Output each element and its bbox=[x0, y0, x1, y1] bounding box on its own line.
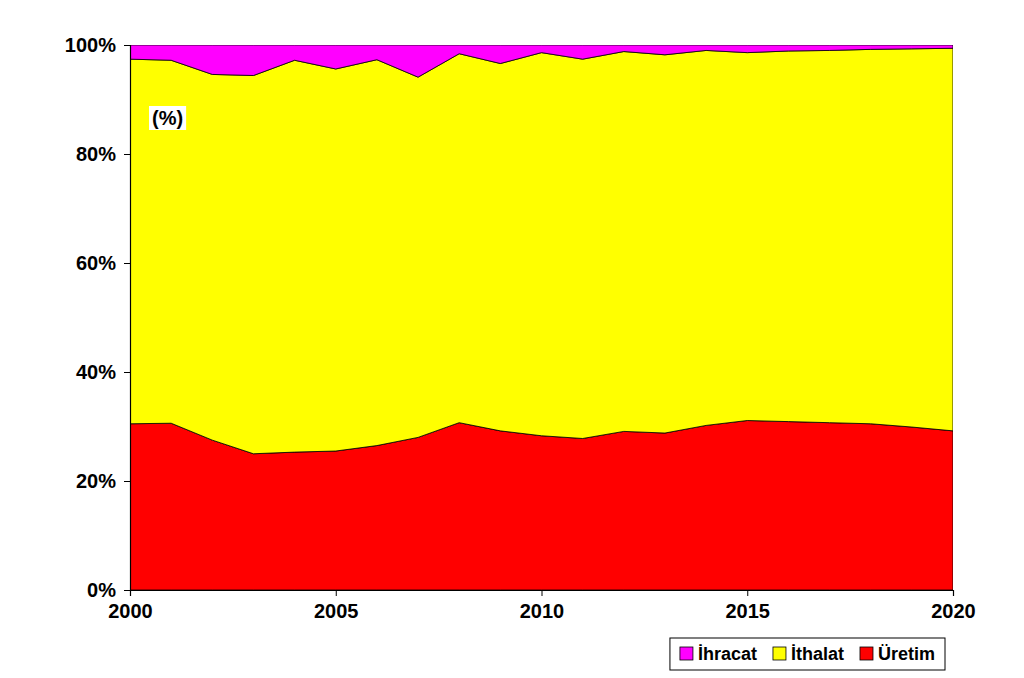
annotation-background bbox=[149, 106, 186, 130]
legend-swatch bbox=[860, 647, 873, 660]
y-axis-line bbox=[124, 46, 131, 591]
y-tick-label: 0% bbox=[87, 579, 116, 601]
annotation: (%) bbox=[149, 106, 186, 130]
x-tick-mark bbox=[542, 590, 543, 596]
y-tick-label: 80% bbox=[76, 143, 116, 165]
y-tick-label: 60% bbox=[76, 252, 116, 274]
legend-item: Üretim bbox=[860, 644, 935, 664]
legend-label: İhracat bbox=[698, 644, 757, 664]
y-tick-mark bbox=[124, 590, 130, 591]
y-tick-mark bbox=[124, 481, 130, 482]
x-axis: 2000 2005 2010 2015 2020 bbox=[108, 590, 976, 622]
x-tick-label: 2010 bbox=[520, 600, 565, 622]
y-tick-label: 100% bbox=[65, 34, 116, 56]
area-series bbox=[130, 45, 953, 77]
legend-label: Üretim bbox=[878, 644, 935, 664]
legend-box bbox=[670, 638, 945, 670]
x-tick: 2000 bbox=[108, 590, 153, 622]
legend-swatch bbox=[680, 647, 693, 660]
y-tick: 20% bbox=[76, 470, 130, 492]
legend-item: İhracat bbox=[680, 644, 757, 664]
x-tick-mark bbox=[336, 590, 337, 596]
y-tick: 100% bbox=[65, 34, 130, 56]
areas bbox=[130, 45, 953, 590]
chart: 0% 20% 40% 60% 80% 100% 2000 2005 2010 2015 2020 (%… bbox=[0, 0, 1024, 678]
y-tick: 80% bbox=[76, 143, 130, 165]
plot: 0% 20% 40% 60% 80% 100% 2000 2005 2010 2015 2020 (%… bbox=[65, 34, 976, 622]
x-tick: 2015 bbox=[726, 590, 771, 622]
x-tick-mark bbox=[747, 590, 748, 596]
y-tick-mark bbox=[124, 263, 130, 264]
y-axis: 0% 20% 40% 60% 80% 100% bbox=[65, 34, 131, 601]
y-tick-mark bbox=[124, 154, 130, 155]
x-tick: 2020 bbox=[931, 590, 976, 622]
y-tick: 0% bbox=[87, 579, 130, 601]
legend: İhracat İthalat Üretim bbox=[670, 638, 945, 670]
x-tick-label: 2015 bbox=[726, 600, 771, 622]
legend-swatch bbox=[773, 647, 786, 660]
annotation-text: (%) bbox=[152, 107, 183, 129]
x-axis-line bbox=[131, 591, 954, 597]
y-tick-mark bbox=[124, 45, 130, 46]
area-series bbox=[130, 48, 953, 453]
x-tick-label: 2020 bbox=[931, 600, 976, 622]
y-tick-mark bbox=[124, 372, 130, 373]
x-tick: 2005 bbox=[314, 590, 359, 622]
y-tick-label: 40% bbox=[76, 361, 116, 383]
x-tick-mark bbox=[130, 590, 131, 596]
y-tick-label: 20% bbox=[76, 470, 116, 492]
y-tick: 60% bbox=[76, 252, 130, 274]
x-tick-label: 2000 bbox=[108, 600, 153, 622]
x-tick-label: 2005 bbox=[314, 600, 359, 622]
y-tick: 40% bbox=[76, 361, 130, 383]
legend-item: İthalat bbox=[773, 644, 844, 664]
x-tick: 2010 bbox=[520, 590, 565, 622]
legend-label: İthalat bbox=[791, 644, 844, 664]
x-tick-mark bbox=[953, 590, 954, 596]
